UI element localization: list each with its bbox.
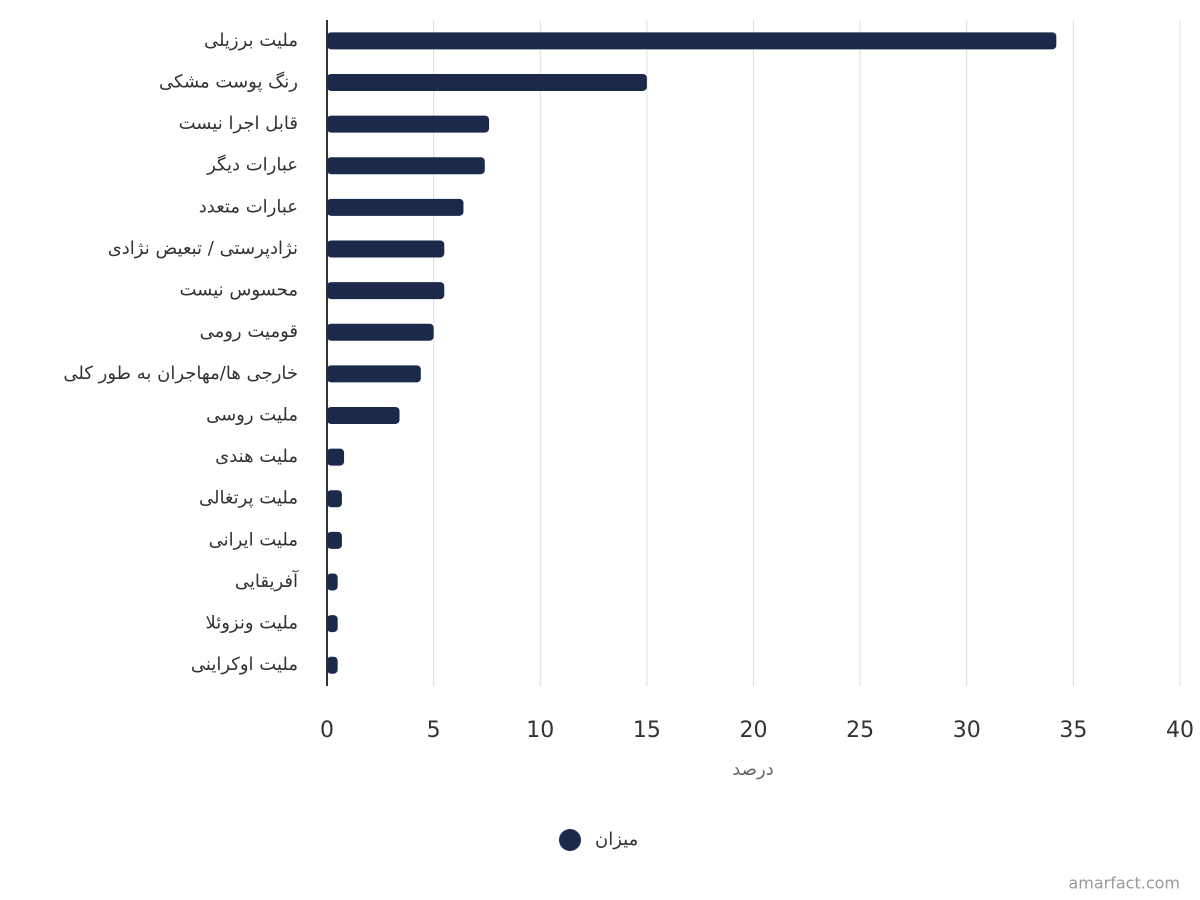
bar (327, 73, 647, 91)
y-tick-label: عبارات دیگر (206, 154, 298, 176)
x-tick-label: 25 (846, 718, 874, 743)
x-tick-label: 20 (740, 718, 768, 743)
bar (327, 448, 345, 466)
bar (327, 656, 338, 674)
x-tick-label: 40 (1166, 718, 1194, 743)
y-tick-label: ملیت ایرانی (209, 529, 298, 550)
x-tick-label: 10 (526, 718, 554, 743)
y-tick-label: قابل اجرا نیست (179, 113, 298, 134)
bar (327, 198, 464, 216)
bar (327, 157, 485, 175)
bar (327, 115, 490, 133)
bar (327, 490, 342, 508)
y-tick-label: رنگ پوست مشکی (159, 70, 298, 92)
bar (327, 323, 434, 341)
y-tick-label: نژادپرستی / تبعیض نژادی (108, 238, 298, 259)
bar (327, 531, 342, 549)
y-tick-label: ملیت اوکراینی (191, 654, 298, 675)
y-tick-label: ملیت برزیلی (204, 30, 298, 51)
bar (327, 615, 338, 633)
y-tick-label: ملیت روسی (206, 404, 298, 425)
y-tick-label: قومیت رومی (200, 321, 298, 342)
bar (327, 365, 421, 383)
y-tick-label: آفریقایی (235, 569, 299, 592)
y-tick-label: محسوس نیست (180, 280, 299, 301)
x-tick-label: 15 (633, 718, 661, 743)
bar (327, 282, 445, 300)
legend-marker (559, 829, 581, 851)
x-tick-label: 30 (953, 718, 981, 743)
y-tick-label: ملیت هندی (215, 446, 298, 467)
y-tick-label: ملیت ونزوئلا (205, 613, 298, 634)
bar (327, 240, 445, 258)
y-tick-label: عبارات متعدد (199, 196, 298, 217)
y-tick-label: خارجی ها/مهاجران به طور کلی (63, 363, 298, 384)
legend-label: میزان (595, 829, 638, 850)
bar (327, 406, 400, 424)
x-tick-label: 5 (427, 718, 441, 743)
x-tick-label: 35 (1059, 718, 1087, 743)
watermark: amarfact.com (1068, 874, 1180, 893)
y-tick-label: ملیت پرتغالی (199, 488, 298, 509)
bar (327, 32, 1057, 50)
x-tick-label: 0 (320, 718, 334, 743)
bar (327, 573, 338, 591)
x-axis-title: درصد (732, 759, 773, 780)
